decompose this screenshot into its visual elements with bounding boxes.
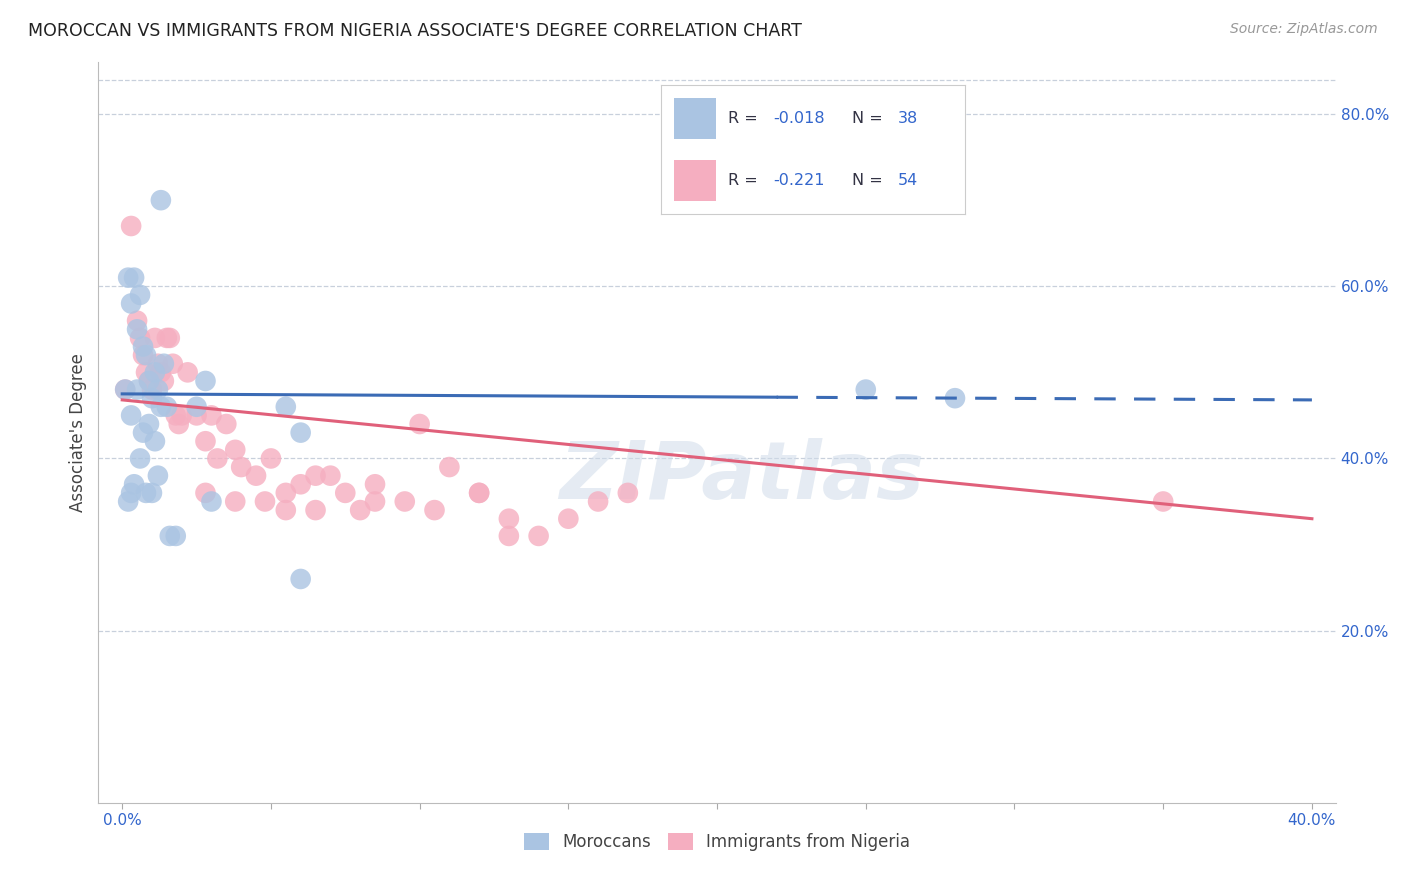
Point xyxy=(304,503,326,517)
Point xyxy=(304,468,326,483)
Point xyxy=(159,331,181,345)
Point xyxy=(135,348,157,362)
Point xyxy=(141,383,163,397)
Point xyxy=(143,331,166,345)
Point xyxy=(143,434,166,449)
Point xyxy=(162,357,184,371)
Point xyxy=(231,460,253,475)
Y-axis label: Associate's Degree: Associate's Degree xyxy=(69,353,87,512)
Point xyxy=(114,383,136,397)
Point xyxy=(135,486,157,500)
Point xyxy=(149,365,172,379)
Point xyxy=(186,400,208,414)
Point xyxy=(224,442,246,457)
Point xyxy=(498,529,520,543)
Point xyxy=(253,494,276,508)
Point xyxy=(468,486,491,500)
Point xyxy=(165,409,187,423)
Point xyxy=(159,529,181,543)
Point xyxy=(586,494,609,508)
Point xyxy=(439,460,461,475)
Point xyxy=(215,417,238,431)
Point xyxy=(274,486,297,500)
Point xyxy=(129,288,152,302)
Point xyxy=(146,468,169,483)
Point xyxy=(127,383,149,397)
Point xyxy=(129,451,152,466)
Point xyxy=(141,486,163,500)
Point xyxy=(156,331,179,345)
Point xyxy=(194,434,217,449)
Point xyxy=(290,572,312,586)
Point xyxy=(200,409,222,423)
Point xyxy=(122,270,145,285)
Point xyxy=(120,219,142,233)
Point xyxy=(186,409,208,423)
Point xyxy=(165,529,187,543)
Point xyxy=(117,494,139,508)
Point xyxy=(138,374,160,388)
Point xyxy=(498,512,520,526)
Point xyxy=(274,400,297,414)
Point xyxy=(153,374,176,388)
Point xyxy=(149,193,172,207)
Legend: Moroccans, Immigrants from Nigeria: Moroccans, Immigrants from Nigeria xyxy=(517,826,917,857)
Point xyxy=(364,477,387,491)
Point xyxy=(135,365,157,379)
Point xyxy=(120,486,142,500)
Point xyxy=(138,374,160,388)
Point xyxy=(153,357,176,371)
Text: MOROCCAN VS IMMIGRANTS FROM NIGERIA ASSOCIATE'S DEGREE CORRELATION CHART: MOROCCAN VS IMMIGRANTS FROM NIGERIA ASSO… xyxy=(28,22,801,40)
Point xyxy=(149,400,172,414)
Point xyxy=(127,322,149,336)
Point xyxy=(617,486,640,500)
Point xyxy=(194,374,217,388)
Point xyxy=(290,477,312,491)
Point xyxy=(349,503,371,517)
Point xyxy=(394,494,416,508)
Point xyxy=(855,383,877,397)
Point xyxy=(207,451,229,466)
Point xyxy=(127,314,149,328)
Point xyxy=(132,425,155,440)
Point xyxy=(120,409,142,423)
Point xyxy=(1152,494,1174,508)
Point xyxy=(167,417,190,431)
Point xyxy=(224,494,246,508)
Point xyxy=(943,391,966,405)
Point xyxy=(423,503,446,517)
Point xyxy=(274,503,297,517)
Point xyxy=(132,339,155,353)
Text: Source: ZipAtlas.com: Source: ZipAtlas.com xyxy=(1230,22,1378,37)
Point xyxy=(114,383,136,397)
Point xyxy=(260,451,283,466)
Point xyxy=(170,409,193,423)
Point xyxy=(468,486,491,500)
Point xyxy=(138,417,160,431)
Text: ZIPatlas: ZIPatlas xyxy=(560,438,924,516)
Point xyxy=(200,494,222,508)
Point xyxy=(143,365,166,379)
Point xyxy=(319,468,342,483)
Point xyxy=(290,425,312,440)
Point xyxy=(120,296,142,310)
Point xyxy=(335,486,357,500)
Point xyxy=(129,331,152,345)
Point xyxy=(117,270,139,285)
Point xyxy=(176,365,198,379)
Point xyxy=(408,417,430,431)
Point xyxy=(156,400,179,414)
Point xyxy=(194,486,217,500)
Point xyxy=(527,529,550,543)
Point xyxy=(245,468,267,483)
Point xyxy=(146,383,169,397)
Point xyxy=(122,477,145,491)
Point xyxy=(141,391,163,405)
Point xyxy=(146,357,169,371)
Point xyxy=(557,512,579,526)
Point xyxy=(132,348,155,362)
Point xyxy=(364,494,387,508)
